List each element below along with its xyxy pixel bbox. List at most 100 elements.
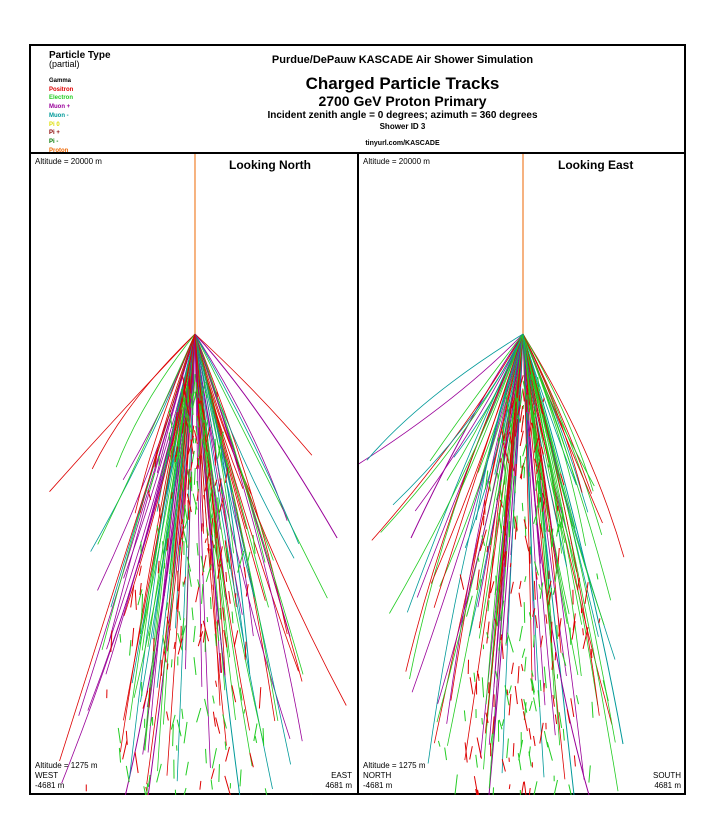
track-178 bbox=[183, 787, 187, 795]
track-300 bbox=[437, 740, 441, 747]
track-258 bbox=[519, 405, 524, 422]
track-148 bbox=[478, 621, 481, 629]
simulation-title: Purdue/DePauw KASCADE Air Shower Simulat… bbox=[271, 54, 534, 66]
track-351 bbox=[134, 751, 139, 774]
track-329 bbox=[186, 469, 191, 486]
track-314 bbox=[560, 518, 563, 527]
track-54 bbox=[194, 333, 247, 658]
track-46 bbox=[522, 333, 625, 558]
track-310 bbox=[524, 535, 530, 552]
track-366 bbox=[233, 630, 239, 647]
track-350 bbox=[529, 700, 533, 712]
track-205 bbox=[475, 754, 478, 768]
track-225 bbox=[512, 510, 516, 529]
track-201 bbox=[200, 555, 205, 573]
track-90 bbox=[194, 333, 204, 534]
track-174 bbox=[157, 560, 160, 574]
altitude-top-label: Altitude = 20000 m bbox=[35, 157, 102, 166]
track-212 bbox=[531, 670, 534, 677]
track-136 bbox=[533, 516, 537, 525]
track-359 bbox=[134, 589, 137, 610]
track-333 bbox=[520, 415, 525, 433]
track-142 bbox=[519, 430, 524, 447]
track-176 bbox=[181, 537, 184, 543]
track-147 bbox=[535, 505, 538, 526]
track-109 bbox=[522, 333, 583, 493]
track-223 bbox=[480, 579, 482, 587]
track-43 bbox=[414, 333, 524, 512]
track-158 bbox=[220, 489, 223, 494]
track-288 bbox=[469, 677, 474, 695]
track-318 bbox=[130, 585, 135, 608]
track-306 bbox=[590, 648, 593, 658]
track-259 bbox=[218, 478, 222, 492]
track-296 bbox=[531, 679, 535, 693]
track-315 bbox=[498, 719, 503, 730]
track-169 bbox=[503, 525, 507, 536]
track-294 bbox=[538, 584, 541, 590]
track-247 bbox=[198, 439, 201, 457]
track-93 bbox=[522, 333, 600, 716]
track-98 bbox=[146, 333, 196, 785]
track-369 bbox=[204, 391, 208, 398]
track-237 bbox=[502, 453, 506, 474]
direction-right-label: SOUTH bbox=[653, 771, 681, 780]
track-309 bbox=[170, 714, 176, 730]
track-2 bbox=[522, 333, 624, 745]
track-115 bbox=[123, 333, 196, 721]
track-303 bbox=[572, 613, 576, 631]
coordinate-right-label: 4681 m bbox=[654, 781, 681, 790]
track-196 bbox=[496, 479, 503, 501]
track-198 bbox=[191, 607, 194, 621]
track-370 bbox=[196, 707, 202, 723]
track-150 bbox=[501, 636, 504, 659]
track-161 bbox=[518, 739, 524, 761]
track-150 bbox=[205, 748, 207, 764]
track-155 bbox=[557, 521, 561, 533]
track-132 bbox=[174, 412, 178, 431]
track-162 bbox=[561, 652, 567, 666]
track-375 bbox=[522, 711, 528, 732]
tracks-east-plot bbox=[359, 154, 625, 795]
track-354 bbox=[209, 489, 213, 504]
track-181 bbox=[494, 618, 497, 625]
track-1 bbox=[194, 333, 338, 539]
track-250 bbox=[243, 709, 246, 714]
track-301 bbox=[176, 719, 182, 737]
track-289 bbox=[174, 789, 177, 795]
track-167 bbox=[481, 717, 483, 725]
track-248 bbox=[553, 779, 558, 795]
shower-id: Shower ID 3 bbox=[379, 122, 426, 131]
legend-subtitle: (partial) bbox=[49, 59, 80, 69]
track-94 bbox=[194, 333, 300, 544]
track-207 bbox=[522, 388, 525, 402]
track-113 bbox=[194, 333, 250, 731]
track-323 bbox=[187, 435, 194, 455]
track-264 bbox=[216, 621, 220, 642]
track-174 bbox=[492, 787, 494, 795]
track-155 bbox=[197, 399, 202, 419]
track-333 bbox=[199, 623, 203, 638]
track-322 bbox=[245, 584, 249, 597]
track-153 bbox=[202, 630, 206, 643]
track-344 bbox=[514, 476, 516, 494]
track-219 bbox=[506, 738, 509, 759]
track-341 bbox=[249, 752, 254, 768]
track-163 bbox=[476, 569, 480, 591]
track-226 bbox=[187, 469, 190, 490]
track-247 bbox=[519, 625, 523, 642]
track-326 bbox=[503, 495, 507, 517]
track-223 bbox=[168, 409, 173, 428]
track-342 bbox=[501, 759, 506, 772]
track-216 bbox=[219, 571, 222, 580]
altitude-bottom-label: Altitude = 1275 m bbox=[35, 761, 98, 770]
track-280 bbox=[231, 611, 234, 624]
track-296 bbox=[187, 500, 190, 520]
track-190 bbox=[535, 615, 538, 629]
track-283 bbox=[193, 467, 196, 485]
track-206 bbox=[531, 422, 534, 429]
track-297 bbox=[156, 525, 160, 536]
track-135 bbox=[518, 592, 522, 607]
track-328 bbox=[212, 695, 215, 704]
track-126 bbox=[542, 492, 545, 499]
